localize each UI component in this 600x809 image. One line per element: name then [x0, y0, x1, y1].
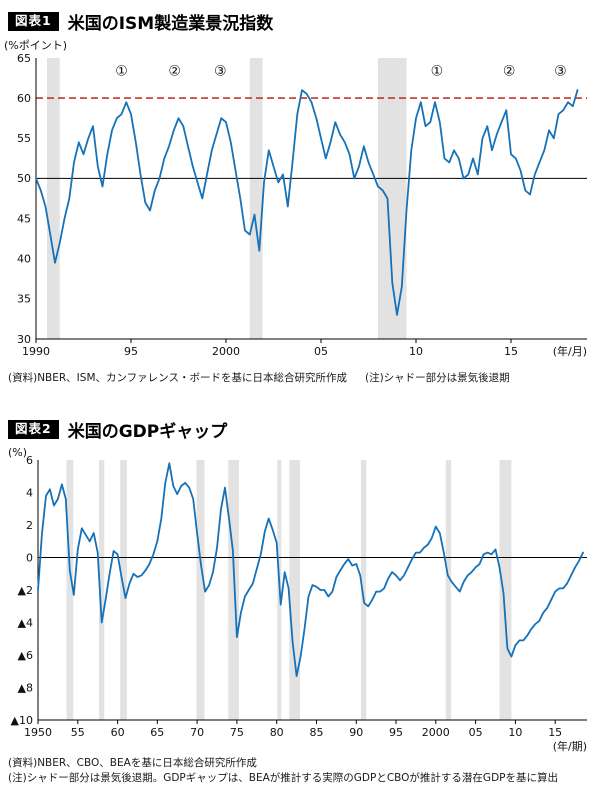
figure2-source-text: (資料)NBER、CBO、BEAを基に日本総合研究所作成 [8, 757, 257, 770]
x-axis-unit-label: (年/期) [553, 739, 587, 753]
data-line [35, 89, 579, 316]
x-tick-label: 80 [270, 726, 284, 739]
figure2-note-line: (注)シャドー部分は景気後退期。GDPギャップは、BEAが推計する実際のGDPと… [8, 771, 600, 786]
recession-band [289, 460, 300, 721]
recession-band [47, 58, 60, 339]
figure2-note-text: (注)シャドー部分は景気後退期。GDPギャップは、BEAが推計する実際のGDPと… [8, 772, 558, 785]
x-tick-label: 05 [469, 726, 483, 739]
x-tick-label: 1950 [24, 726, 52, 739]
y-tick-label: 65 [17, 52, 31, 65]
cycle-phase-annotation: ① [431, 64, 444, 80]
y-tick-label: 35 [17, 293, 31, 306]
x-tick-label: 90 [349, 726, 363, 739]
recession-band [249, 58, 263, 339]
y-axis-unit-label: (%) [8, 446, 27, 459]
y-tick-label: 0 [26, 552, 33, 565]
y-tick-label: ▲4 [18, 617, 33, 630]
y-tick-label: 40 [17, 253, 31, 266]
y-tick-label: 4 [26, 487, 33, 500]
x-tick-label: 15 [548, 726, 562, 739]
x-tick-label: 85 [310, 726, 324, 739]
x-tick-label: 10 [508, 726, 522, 739]
x-tick-label: 2000 [422, 726, 450, 739]
y-tick-label: 2 [26, 519, 33, 532]
x-tick-label: 05 [314, 345, 328, 358]
figure1-section: 図表1 米国のISM製造業景況指数 65 60 55 50 45 40 35 30 1990 95… [0, 0, 600, 386]
figure1-source-text: (資料)NBER、ISM、カンファレンス・ボードを基に日本総合研究所作成 [8, 372, 347, 384]
cycle-phase-annotation: ③ [554, 64, 567, 80]
x-tick-label: 1990 [22, 345, 50, 358]
y-tick-label: 6 [26, 454, 33, 467]
recession-band [99, 460, 105, 721]
y-axis-unit-label: (%ポイント) [4, 39, 67, 52]
figure2-source-line: (資料)NBER、CBO、BEAを基に日本総合研究所作成 [8, 756, 600, 771]
y-tick-label: ▲10 [11, 714, 33, 727]
cycle-phase-annotation: ② [503, 64, 516, 80]
recession-band [445, 460, 452, 721]
data-line [37, 462, 584, 678]
figure1-header: 図表1 米国のISM製造業景況指数 [0, 0, 600, 36]
recession-band [66, 460, 74, 721]
recession-band [378, 58, 407, 339]
cycle-phase-annotation: ② [168, 64, 181, 80]
y-tick-label: ▲6 [18, 649, 33, 662]
x-tick-label: 95 [389, 726, 403, 739]
recession-band [196, 460, 205, 721]
figure2-header: 図表2 米国のGDPギャップ [0, 408, 600, 444]
x-tick-label: 55 [71, 726, 85, 739]
figure2-tag: 図表2 [8, 420, 59, 439]
figure2-section: 図表2 米国のGDPギャップ 6 4 2 0 ▲2 ▲4 ▲6 ▲8 ▲10 1950 55 60 65… [0, 408, 600, 786]
x-tick-label: 65 [150, 726, 164, 739]
x-tick-label: 15 [504, 345, 518, 358]
y-tick-label: 55 [17, 132, 31, 145]
cycle-phase-annotation: ① [115, 64, 128, 80]
figure2-title: 米国のGDPギャップ [67, 422, 228, 443]
figure1-title: 米国のISM製造業景況指数 [67, 14, 274, 34]
recession-band [499, 460, 512, 721]
recession-band [228, 460, 239, 721]
figure1-tag: 図表1 [8, 12, 59, 31]
x-tick-label: 70 [190, 726, 204, 739]
figure1-source-line: (資料)NBER、ISM、カンファレンス・ボードを基に日本総合研究所作成 (注)シ… [8, 371, 600, 386]
x-tick-label: 2000 [212, 345, 240, 358]
recession-band [360, 460, 367, 721]
x-tick-label: 75 [230, 726, 244, 739]
figure1-note-text: (注)シャドー部分は景気後退期 [364, 372, 510, 384]
y-tick-label: 60 [17, 92, 31, 105]
x-tick-label: 10 [409, 345, 423, 358]
x-tick-label: 95 [124, 345, 138, 358]
y-tick-label: ▲8 [18, 682, 33, 695]
x-axis-unit-label: (年/月) [553, 344, 587, 358]
cycle-phase-annotation: ③ [214, 64, 227, 80]
x-tick-label: 60 [111, 726, 125, 739]
y-tick-label: 45 [17, 212, 31, 225]
y-tick-label: 50 [17, 172, 31, 185]
y-tick-label: 30 [17, 333, 31, 346]
y-tick-label: ▲2 [18, 584, 33, 597]
